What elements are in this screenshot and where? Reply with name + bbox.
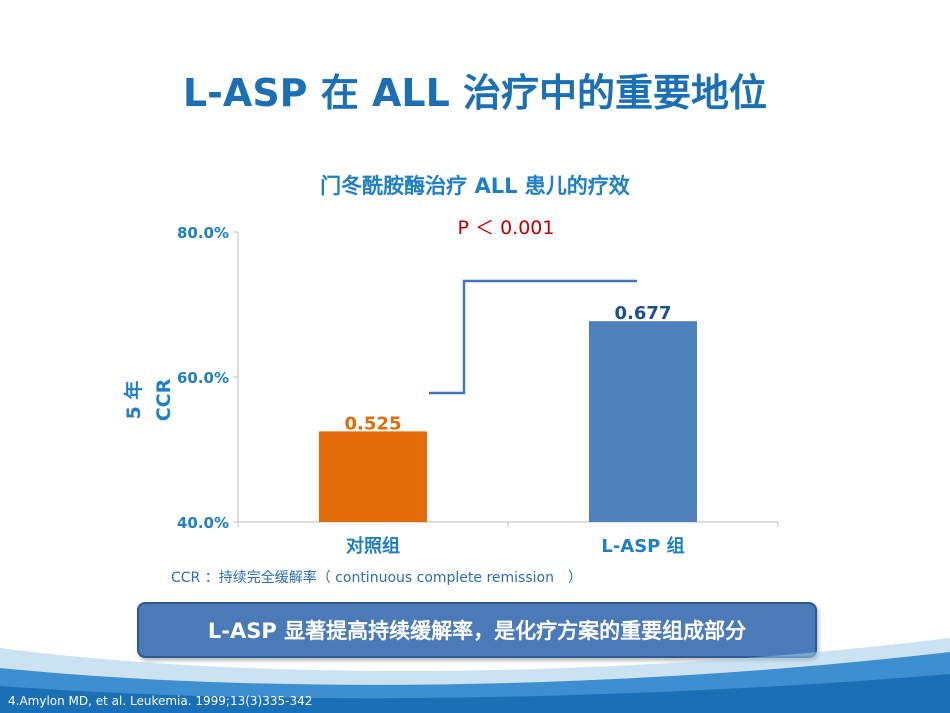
- reference-citation: 4.Amylon MD, et al. Leukemia. 1999;13(3)…: [8, 694, 313, 708]
- bar-chart: 门冬酰胺酶治疗 ALL 患儿的疗效 40.0% 60.0% 80.0% 0.525 对照…: [122, 174, 779, 557]
- x-category-label: 对照组: [346, 535, 400, 557]
- x-category-label: L-ASP 组: [601, 535, 684, 557]
- bar-2: [589, 321, 697, 522]
- y-tick-label: 80.0%: [177, 224, 229, 242]
- decorative-wave: [0, 638, 950, 713]
- conclusion-text: L-ASP 显著提高持续缓解率，是化疗方案的重要组成部分: [207, 619, 747, 643]
- chart-title: 门冬酰胺酶治疗 ALL 患儿的疗效: [320, 174, 630, 198]
- y-tick-label: 60.0%: [177, 369, 229, 387]
- y-tick-label: 40.0%: [177, 514, 229, 532]
- bar-value-label: 0.677: [615, 303, 672, 324]
- conclusion-callout: L-ASP 显著提高持续缓解率，是化疗方案的重要组成部分: [137, 602, 817, 658]
- ccr-footnote: CCR ：持续完全缓解率（ continuous complete remiss…: [171, 570, 582, 586]
- bar-1: [319, 431, 427, 522]
- p-value-annotation: P ＜ 0.001: [458, 217, 555, 239]
- y-axis-label-line1: 5 年: [122, 381, 145, 420]
- significance-bracket: [429, 279, 637, 395]
- slide-title: L-ASP 在 ALL 治疗中的重要地位: [182, 71, 768, 115]
- y-axis-label-line2: CCR: [153, 378, 175, 421]
- chart-bars: [319, 279, 697, 522]
- chart-labels: 40.0% 60.0% 80.0% 0.525 对照组 0.677 L-ASP 组: [177, 224, 685, 557]
- bar-value-label: 0.525: [345, 413, 402, 434]
